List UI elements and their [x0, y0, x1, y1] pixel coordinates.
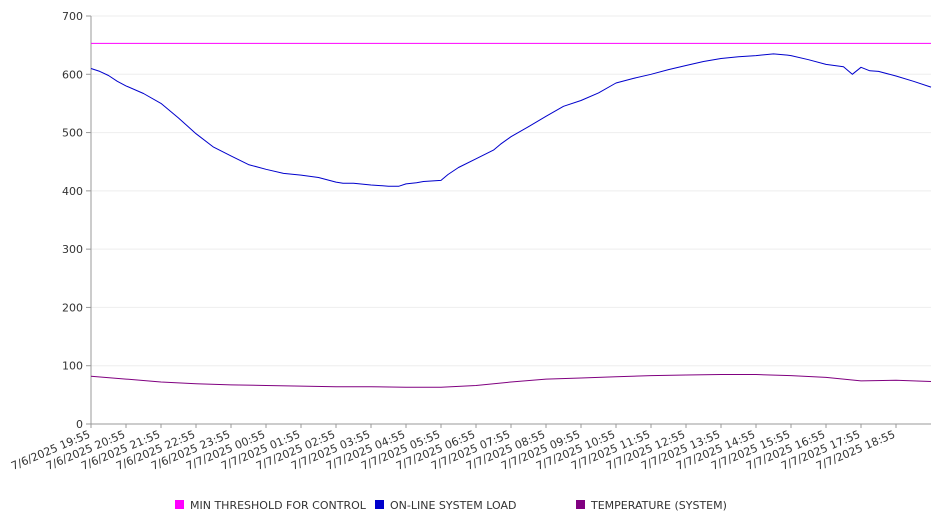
y-tick-label: 200: [62, 301, 83, 314]
legend-label: MIN THRESHOLD FOR CONTROL: [190, 499, 367, 512]
y-tick-label: 100: [62, 360, 83, 373]
y-tick-label: 0: [76, 418, 83, 431]
axes: [86, 15, 931, 428]
series-line-2: [90, 374, 932, 388]
legend-swatch: [175, 500, 184, 509]
y-tick-label: 700: [62, 10, 83, 23]
x-tick-labels: 7/6/2025 19:557/6/2025 20:557/6/2025 21:…: [9, 428, 897, 473]
legend-swatch: [375, 500, 384, 509]
series-line-1: [90, 53, 932, 187]
series-lines: [90, 42, 932, 388]
y-tick-label: 500: [62, 127, 83, 140]
legend-label: TEMPERATURE (SYSTEM): [590, 499, 727, 512]
y-tick-label: 300: [62, 243, 83, 256]
legend: MIN THRESHOLD FOR CONTROL ON-LINE SYSTEM …: [175, 499, 727, 512]
y-tick-label: 400: [62, 185, 83, 198]
y-tick-labels: 0 100 200 300 400 500 600 700: [62, 10, 83, 431]
legend-label: ON-LINE SYSTEM LOAD: [390, 499, 516, 512]
legend-swatch: [576, 500, 585, 509]
grid-lines: [91, 15, 931, 367]
y-tick-label: 600: [62, 68, 83, 81]
